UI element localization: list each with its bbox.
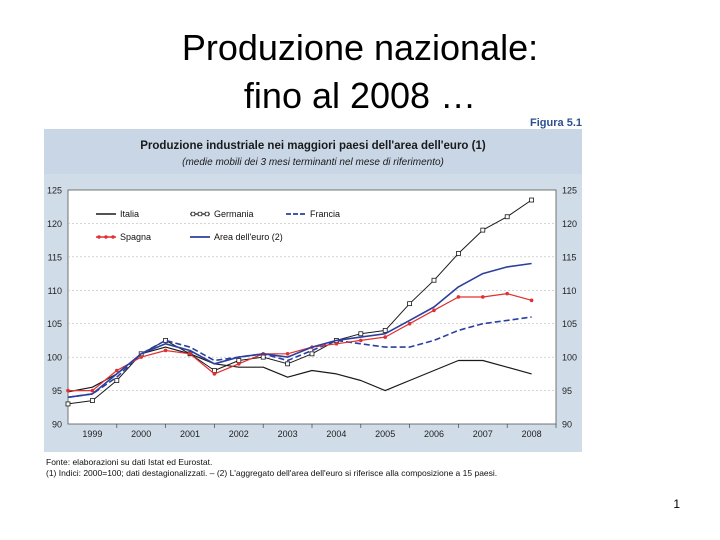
data-point-spagna (334, 341, 339, 346)
legend-label: Francia (310, 209, 340, 219)
y-tick-label-left: 105 (47, 319, 62, 329)
data-point-spagna (285, 352, 290, 356)
data-point-germania (114, 378, 120, 383)
figure-source-note: Fonte: elaborazioni su dati Istat ed Eur… (46, 457, 213, 467)
figure-label: Figura 5.1 (530, 117, 582, 129)
data-point-germania (211, 368, 217, 373)
y-tick-label-left: 90 (52, 420, 62, 430)
data-point-spagna (237, 362, 241, 366)
y-tick-label-right: 110 (562, 286, 576, 296)
legend-marker (104, 235, 108, 239)
y-tick-label-left: 125 (47, 186, 62, 196)
y-tick-label-left: 95 (52, 386, 62, 396)
data-point-spagna (456, 295, 461, 299)
legend-marker (197, 211, 203, 217)
legend-marker (190, 211, 196, 217)
x-tick-label: 2005 (375, 429, 395, 439)
figure-notes: Fonte: elaborazioni su dati Istat ed Eur… (46, 457, 586, 479)
data-point-spagna (188, 352, 192, 356)
x-tick-label: 2000 (131, 429, 151, 439)
x-tick-label: 2002 (229, 429, 249, 439)
data-point-spagna (383, 335, 388, 339)
data-point-germania (285, 361, 291, 367)
y-tick-label-right: 125 (562, 186, 577, 196)
legend-marker (97, 235, 101, 239)
slide-title-line2: fino al 2008 … (243, 75, 477, 116)
y-tick-label-left: 110 (48, 286, 62, 296)
page-number: 1 (673, 497, 680, 511)
data-point-germania (504, 214, 510, 220)
data-point-spagna (432, 308, 436, 313)
data-point-germania (407, 301, 413, 307)
y-tick-label-right: 115 (562, 252, 576, 262)
chart-title: Produzione industriale nei maggiori paes… (140, 140, 486, 152)
y-tick-label-left: 100 (47, 353, 62, 363)
data-point-germania (431, 277, 437, 283)
legend-marker (111, 235, 115, 239)
data-point-spagna (505, 291, 510, 296)
plot-area (67, 189, 557, 425)
data-point-germania (65, 401, 71, 407)
y-tick-label-left: 120 (47, 219, 62, 229)
slide-title: Produzione nazionale: fino al 2008 … (0, 24, 720, 120)
data-point-germania (358, 331, 364, 337)
data-point-spagna (115, 368, 119, 373)
y-tick-label-right: 90 (562, 420, 572, 430)
chart-subtitle: (medie mobili dei 3 mesi terminanti nel … (182, 157, 444, 168)
data-point-germania (309, 351, 315, 357)
data-point-spagna (359, 338, 363, 343)
legend-label: Area dell'euro (2) (214, 232, 283, 242)
data-point-germania (90, 398, 95, 404)
x-tick-label: 2006 (424, 429, 444, 439)
legend-label: Italia (120, 209, 139, 219)
x-tick-label: 2003 (278, 429, 298, 439)
series-line-spagna (68, 293, 532, 392)
y-tick-label-right: 100 (562, 353, 577, 363)
data-point-germania (236, 358, 242, 363)
slide-title-line1: Produzione nazionale: (181, 27, 539, 68)
legend-label: Germania (214, 209, 254, 219)
series-line-area-dell-euro- (67, 262, 532, 399)
y-tick-label-right: 120 (562, 219, 577, 229)
legend-marker (204, 211, 210, 217)
x-tick-label: 2004 (326, 429, 346, 439)
data-point-germania (480, 227, 486, 233)
x-tick-label: 2007 (473, 429, 493, 439)
data-point-spagna (163, 348, 168, 353)
data-point-spagna (212, 372, 217, 376)
legend-label: Spagna (120, 232, 151, 242)
data-point-spagna (90, 388, 95, 393)
y-tick-label-right: 95 (562, 386, 572, 396)
x-tick-label: 2008 (522, 429, 542, 439)
figure-footnote: (1) Indici: 2000=100; dati destagionaliz… (46, 468, 498, 478)
data-point-germania (382, 327, 388, 333)
figure-header-band (44, 129, 582, 174)
data-point-germania (529, 197, 534, 203)
data-point-germania (455, 251, 461, 256)
data-point-spagna (66, 388, 70, 393)
y-tick-label-left: 115 (48, 252, 62, 262)
x-tick-label: 1999 (82, 429, 102, 439)
data-point-germania (260, 354, 266, 360)
data-point-spagna (139, 355, 143, 359)
y-tick-label-right: 105 (562, 319, 577, 329)
data-point-spagna (529, 298, 534, 303)
x-tick-label: 2001 (180, 429, 200, 439)
data-point-spagna (481, 295, 485, 299)
data-point-spagna (407, 321, 412, 326)
